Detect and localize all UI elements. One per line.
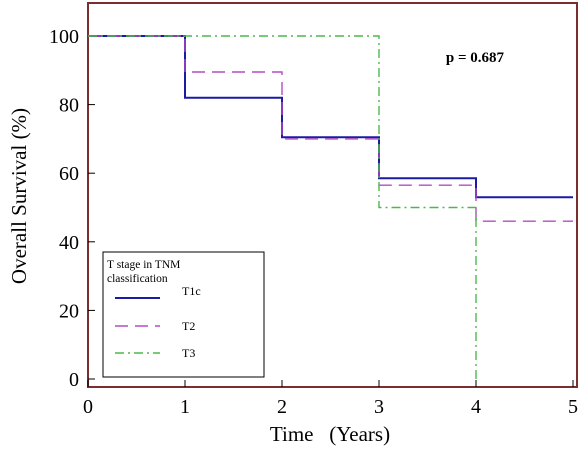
y-axis-title: Overall Survival (%) <box>7 108 31 284</box>
legend-box <box>102 251 265 378</box>
axis-ticks: 0 1 2 3 4 5 0 20 40 60 80 100 <box>49 26 578 418</box>
legend-label-t3: T3 <box>182 346 195 360</box>
p-value-annotation: p = 0.687 <box>446 50 505 66</box>
series-line-t2 <box>88 35 573 222</box>
x-tick-label: 2 <box>277 396 287 418</box>
x-tick-label: 3 <box>374 396 384 418</box>
legend: T stage in TNM classification T1c T2 T3 <box>102 251 265 378</box>
plot-frame <box>87 2 578 388</box>
x-axis-title: Time (Years) <box>270 422 390 446</box>
legend-title-line2: classification <box>107 273 168 285</box>
series-layer <box>88 35 573 379</box>
y-tick-label: 40 <box>59 232 79 254</box>
x-tick-label: 0 <box>83 396 93 418</box>
y-tick-label: 100 <box>49 26 79 48</box>
legend-title-line1: T stage in TNM <box>107 259 180 271</box>
legend-label-t1c: T1c <box>182 284 201 298</box>
y-tick-label: 80 <box>59 95 79 117</box>
legend-label-t2: T2 <box>182 319 195 333</box>
x-tick-label: 4 <box>471 396 481 418</box>
series-line-t3 <box>88 35 477 379</box>
y-tick-label: 20 <box>59 300 79 322</box>
y-tick-label: 60 <box>59 163 79 185</box>
y-tick-label: 0 <box>69 369 79 391</box>
x-tick-label: 1 <box>180 396 190 418</box>
legend-entries: T1c T2 T3 <box>115 284 201 360</box>
x-tick-label: 5 <box>568 396 578 418</box>
